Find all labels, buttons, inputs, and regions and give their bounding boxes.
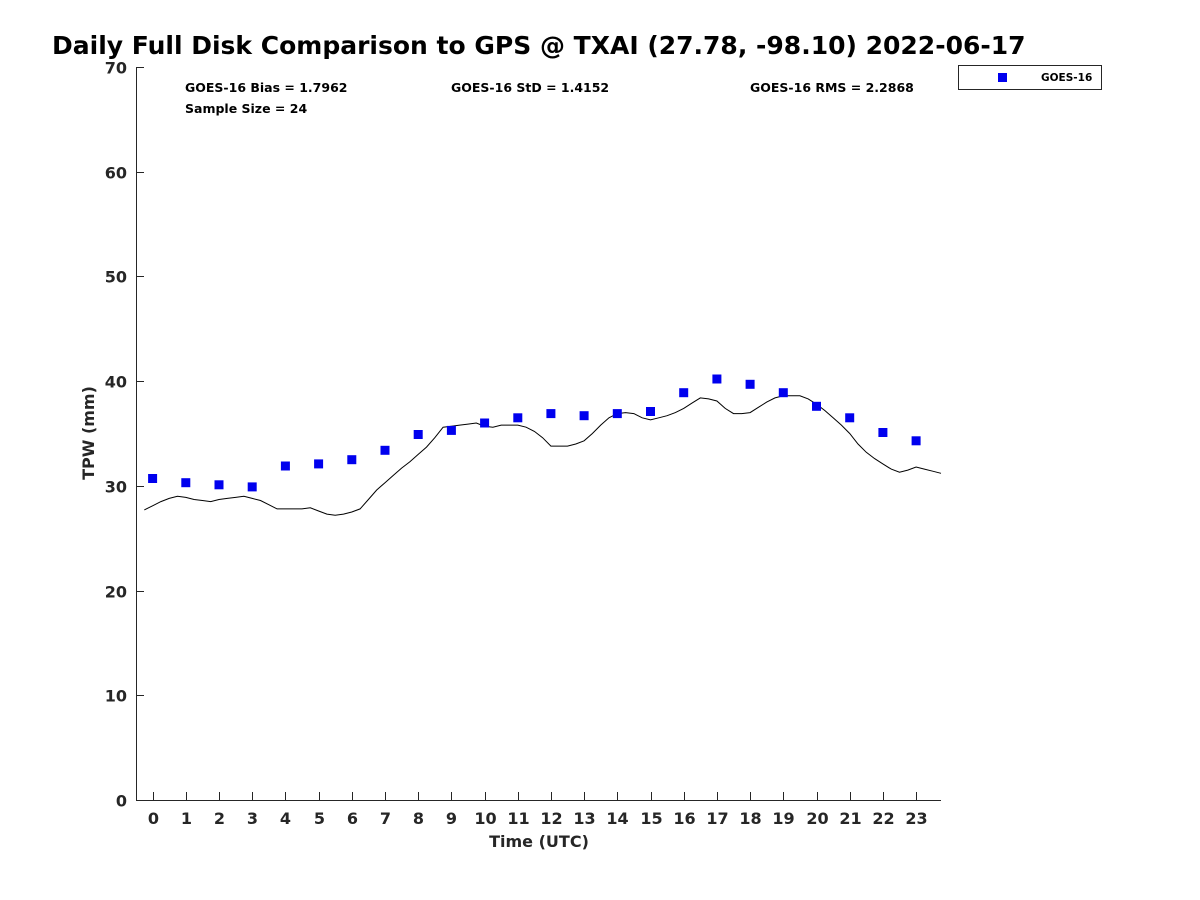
goes16-data-point [911, 436, 921, 446]
y-axis-label: TPW (mm) [79, 386, 98, 480]
goes16-data-point [712, 374, 722, 384]
stat-std: GOES-16 StD = 1.4152 [451, 80, 609, 95]
legend-marker-square-icon [998, 73, 1007, 82]
x-tick-label: 13 [573, 809, 595, 828]
x-tick-label: 16 [673, 809, 695, 828]
goes16-data-point [612, 409, 622, 419]
goes16-data-point [679, 388, 689, 398]
x-tick-label: 23 [905, 809, 927, 828]
y-tick-label: 20 [105, 583, 127, 602]
y-tick-label: 0 [116, 792, 127, 811]
x-tick-label: 5 [314, 809, 325, 828]
y-tick-label: 70 [105, 59, 127, 78]
x-tick-label: 21 [839, 809, 861, 828]
x-tick-label: 12 [540, 809, 562, 828]
x-tick-label: 9 [446, 809, 457, 828]
x-tick-label: 10 [474, 809, 496, 828]
legend-label-goes16: GOES-16 [1041, 72, 1092, 84]
x-tick-label: 3 [247, 809, 258, 828]
y-tick-label: 60 [105, 164, 127, 183]
x-tick-label: 20 [806, 809, 828, 828]
x-tick-label: 6 [347, 809, 358, 828]
x-tick-label: 15 [640, 809, 662, 828]
goes16-data-point [214, 480, 224, 490]
goes16-data-point [480, 418, 490, 428]
goes16-data-point [579, 411, 589, 421]
goes16-data-point [878, 428, 888, 437]
goes16-data-point [546, 409, 556, 419]
x-axis-label: Time (UTC) [489, 832, 589, 851]
x-tick-label: 0 [148, 809, 159, 828]
chart-title: Daily Full Disk Comparison to GPS @ TXAI… [52, 31, 1026, 60]
x-tick-label: 18 [739, 809, 761, 828]
goes16-data-point [347, 455, 357, 465]
goes16-data-point [247, 482, 257, 492]
x-tick-label: 1 [181, 809, 192, 828]
x-tick-label: 4 [280, 809, 291, 828]
goes16-data-point [812, 401, 821, 411]
gps-line-layer [144, 395, 942, 516]
y-tick-label: 50 [105, 268, 127, 287]
y-tick-label: 40 [105, 373, 127, 392]
goes16-data-point [181, 478, 191, 488]
x-tick-label: 17 [706, 809, 728, 828]
goes16-data-point [778, 388, 788, 398]
goes16-data-point [380, 445, 390, 455]
y-axis-ticks: 0 10 20 30 40 50 60 70 [105, 59, 144, 811]
x-tick-label: 22 [872, 809, 894, 828]
goes16-data-point [446, 425, 456, 435]
x-axis-ticks: 0 1 2 3 4 5 6 7 8 9 10 11 12 13 14 15 16 17 18 19 20 21 22 23 [148, 792, 928, 828]
x-tick-label: 7 [380, 809, 391, 828]
gps-tpw-line [144, 395, 942, 516]
legend-box [958, 65, 1102, 90]
axes [136, 67, 941, 801]
goes16-data-point [280, 461, 290, 471]
goes16-data-point [646, 407, 655, 416]
stat-rms: GOES-16 RMS = 2.2868 [750, 80, 914, 95]
y-tick-label: 30 [105, 478, 127, 497]
stat-sample-size: Sample Size = 24 [185, 101, 307, 116]
plot-area [136, 67, 941, 800]
goes16-data-point [513, 413, 523, 423]
x-tick-label: 11 [507, 809, 529, 828]
goes16-data-point [745, 379, 755, 389]
goes16-data-point [845, 413, 855, 423]
goes16-data-point [314, 459, 324, 469]
stat-bias: GOES-16 Bias = 1.7962 [185, 80, 347, 95]
y-tick-label: 10 [105, 687, 127, 706]
goes16-data-point [413, 430, 423, 439]
plot-background [136, 67, 941, 800]
x-tick-label: 8 [413, 809, 424, 828]
goes16-data-point [148, 474, 158, 483]
goes16-marker-layer [148, 374, 921, 492]
legend: GOES-16 [958, 65, 1102, 90]
x-tick-label: 14 [606, 809, 628, 828]
x-tick-label: 19 [772, 809, 794, 828]
x-tick-label: 2 [214, 809, 225, 828]
